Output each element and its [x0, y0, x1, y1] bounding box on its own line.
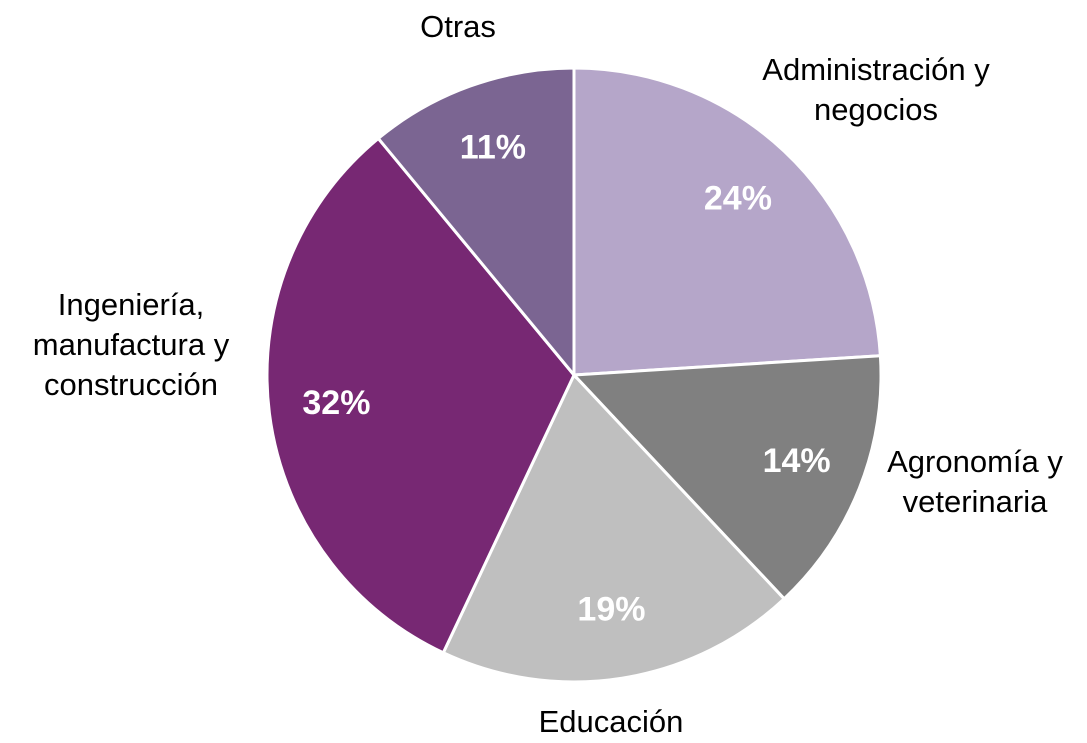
category-label: Ingeniería, manufactura y construcción	[32, 287, 230, 402]
pie-slice	[265, 136, 576, 655]
category-label: Educación	[538, 704, 684, 739]
pie-slice	[441, 372, 787, 684]
category-label: Agronomía y veterinaria	[887, 444, 1063, 519]
pie-slice	[572, 66, 882, 377]
value-label: 19%	[577, 590, 645, 628]
category-label: Otras	[420, 9, 496, 44]
value-label: 14%	[763, 442, 831, 480]
value-label: 32%	[302, 384, 370, 422]
category-label: Administración y negocios	[762, 52, 990, 127]
pie-slice	[376, 66, 576, 380]
value-label: 24%	[704, 179, 772, 217]
value-label: 11%	[460, 129, 526, 167]
pie-slice	[570, 354, 883, 601]
